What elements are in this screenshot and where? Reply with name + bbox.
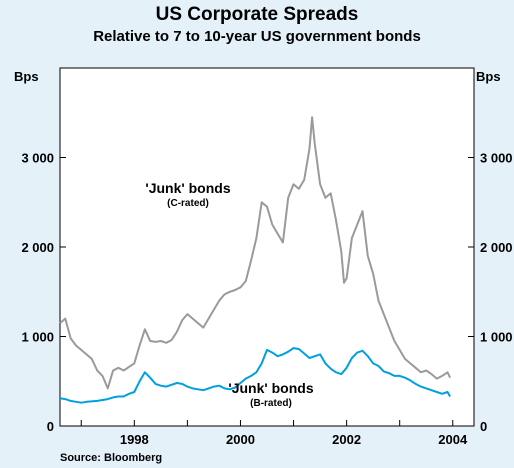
x-tick-label: 2000 <box>226 432 255 447</box>
x-tick-label: 1998 <box>120 432 149 447</box>
source-note: Source: Bloomberg <box>60 452 163 464</box>
y-tick-label-right: 0 <box>480 419 487 434</box>
plot-frame <box>59 67 475 427</box>
chart-subtitle: Relative to 7 to 10-year US government b… <box>93 28 421 45</box>
y-axis-unit-right: Bps <box>476 69 501 84</box>
chart-title: US Corporate Spreads <box>155 4 359 25</box>
y-tick-label-right: 1 000 <box>480 330 513 345</box>
axis-ticks <box>60 157 474 427</box>
y-axis-unit-left: Bps <box>14 69 39 84</box>
series-line-b-rated <box>59 347 451 404</box>
series-annotation-sublabel: (C-rated) <box>167 198 209 209</box>
y-tick-label-right: 3 000 <box>480 151 513 166</box>
y-tick-label-right: 2 000 <box>480 240 513 255</box>
series-annotation-label: 'Junk' bonds <box>145 180 230 196</box>
y-tick-label-left: 1 000 <box>21 330 54 345</box>
x-tick-label: 2004 <box>438 432 468 447</box>
y-tick-label-left: 3 000 <box>21 151 54 166</box>
y-tick-label-left: 0 <box>47 419 54 434</box>
axis-labels: 0 0 1 000 1 000 2 000 2 000 3 000 3 000 1998 2000… <box>21 151 512 448</box>
series-annotation-label: 'Junk' bonds <box>228 380 313 396</box>
annotations: 'Junk' bonds (C-rated) 'Junk' bonds (B-rate… <box>145 180 313 409</box>
series-lines <box>59 116 452 404</box>
x-tick-label: 2002 <box>332 432 361 447</box>
y-tick-label-left: 2 000 <box>21 240 54 255</box>
series-annotation-sublabel: (B-rated) <box>250 398 292 409</box>
series-line-c-rated <box>59 116 452 390</box>
